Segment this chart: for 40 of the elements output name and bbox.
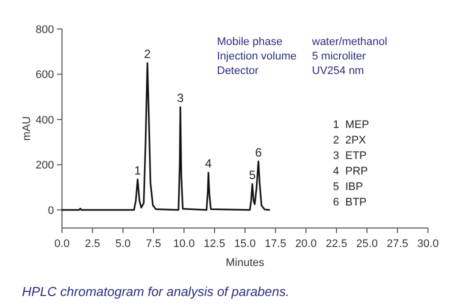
x-tick-label: 7.5 xyxy=(146,238,162,250)
annotation: 2 2PX xyxy=(333,134,367,146)
annotation: 6 BTP xyxy=(333,196,367,208)
annotation: 6 xyxy=(255,145,262,160)
x-tick-label: 20.0 xyxy=(295,238,317,250)
annotation: 3 ETP xyxy=(333,150,367,162)
x-tick-label: 15.0 xyxy=(234,238,256,250)
text: HPLC chromatogram for analysis of parabens. xyxy=(22,284,290,299)
x-tick-label: 30.0 xyxy=(417,238,439,250)
x-tick-label: 22.5 xyxy=(326,238,348,250)
annotation: 5 IBP xyxy=(333,181,363,193)
x-tick-label: 12.5 xyxy=(204,238,226,250)
y-axis-title: mAU xyxy=(21,116,33,141)
x-tick-label: 27.5 xyxy=(386,238,408,250)
annotation: Detector xyxy=(217,65,259,77)
x-tick-label: 0.0 xyxy=(54,238,70,250)
x-tick-label: 5.0 xyxy=(115,238,131,250)
line-series xyxy=(61,62,270,211)
y-tick-label: 200 xyxy=(36,160,54,172)
x-tick-label: 17.5 xyxy=(264,238,286,250)
annotation: Injection volume xyxy=(217,50,296,62)
annotation: 3 xyxy=(176,91,184,106)
y-tick-label: 600 xyxy=(36,69,54,82)
annotation: 4 PRP xyxy=(333,166,368,178)
annotation: 5 xyxy=(248,168,256,182)
annotation: 2 xyxy=(144,46,152,61)
annotation: 5 microliter xyxy=(312,50,366,62)
x-tick-label: 2.5 xyxy=(84,238,100,250)
annotation: Mobile phase xyxy=(217,36,282,48)
annotation: 1 xyxy=(134,163,142,178)
annotation: 1 MEP xyxy=(333,119,370,131)
x-axis-title: Minutes xyxy=(226,257,265,269)
y-tick-label: 400 xyxy=(36,114,54,126)
y-tick-label: 800 xyxy=(36,24,54,36)
annotation: water/methanol xyxy=(311,36,388,48)
annotation: 4 xyxy=(205,156,212,171)
annotation: UV254 nm xyxy=(312,65,364,77)
x-tick-label: 25.0 xyxy=(356,238,378,250)
x-tick-label: 10.0 xyxy=(173,238,195,250)
y-tick-label: 0 xyxy=(48,204,54,217)
